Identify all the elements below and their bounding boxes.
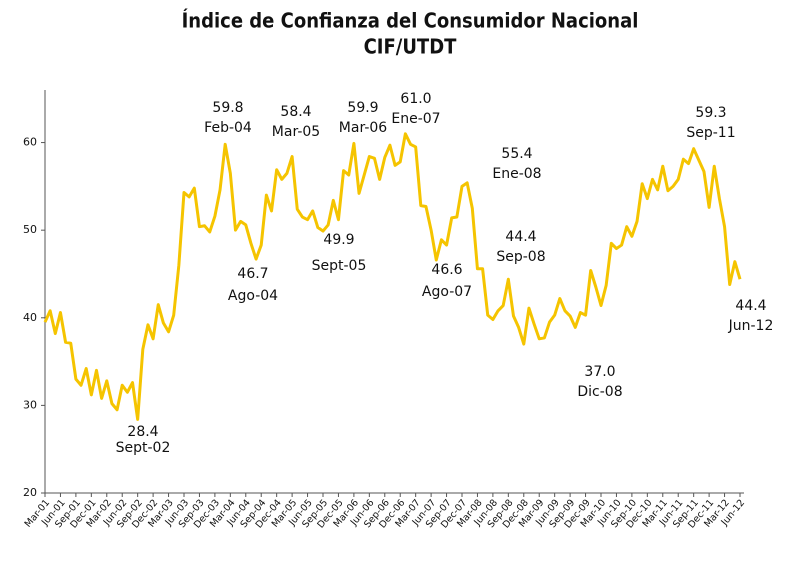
annotation-date: Jun-12 <box>728 318 774 334</box>
annotation-value: 46.7 <box>237 266 268 282</box>
annotation-date: Ago-07 <box>422 284 472 300</box>
annotation-value: 59.9 <box>347 100 378 116</box>
annotation-value: 58.4 <box>280 104 311 120</box>
annotation-value: 44.4 <box>735 298 766 314</box>
annotation-date: Mar-06 <box>339 120 387 136</box>
series-line <box>43 132 742 421</box>
annotation-date: Sept-05 <box>312 258 367 274</box>
annotation-date: Dic-08 <box>577 384 622 400</box>
chart-subtitle: CIF/UTDT <box>364 35 458 59</box>
annotation-date: Sep-08 <box>496 249 545 265</box>
annotation-value: 44.4 <box>505 229 536 245</box>
annotation-value: 28.4 <box>127 424 158 440</box>
annotation-value: 59.3 <box>695 105 726 121</box>
annotation-date: Sep-11 <box>686 125 735 141</box>
y-tick-label: 60 <box>23 136 37 149</box>
annotation-date: Ene-08 <box>492 166 541 182</box>
annotation-value: 55.4 <box>501 146 532 162</box>
annotation-date: Mar-05 <box>272 124 320 140</box>
annotation-value: 49.9 <box>323 232 354 248</box>
annotation-date: Ago-04 <box>228 288 278 304</box>
y-tick-label: 40 <box>23 311 37 324</box>
annotation-value: 46.6 <box>431 262 462 278</box>
annotation-value: 37.0 <box>584 364 615 380</box>
y-tick-label: 20 <box>23 486 37 499</box>
chart-title: Índice de Confianza del Consumidor Nacio… <box>182 9 639 33</box>
annotation-date: Feb-04 <box>204 120 252 136</box>
annotation-value: 61.0 <box>400 91 431 107</box>
annotation-date: Ene-07 <box>391 111 440 127</box>
y-tick-label: 50 <box>23 223 37 236</box>
y-tick-label: 30 <box>23 398 37 411</box>
annotation-date: Sept-02 <box>116 440 171 456</box>
annotation-value: 59.8 <box>212 100 243 116</box>
